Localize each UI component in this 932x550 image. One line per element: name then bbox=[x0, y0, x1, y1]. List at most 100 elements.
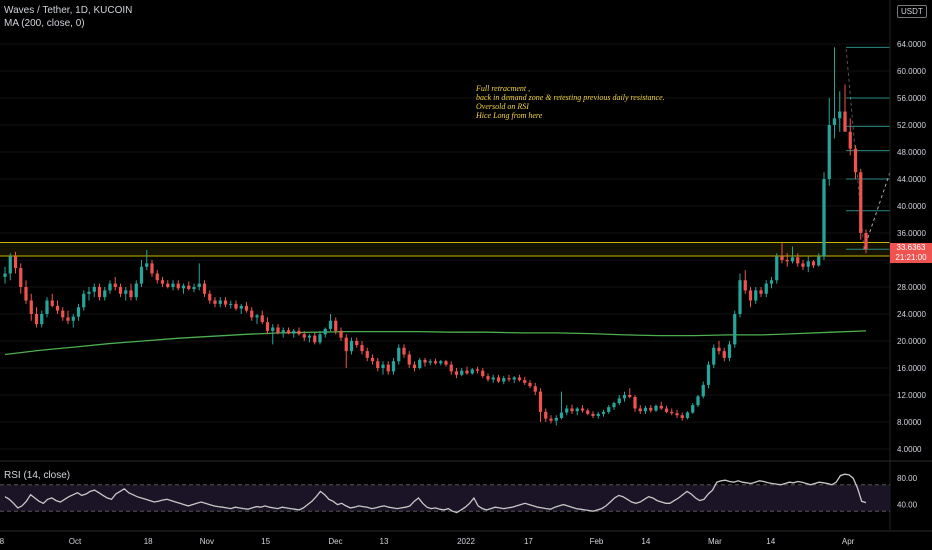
candle-body bbox=[806, 261, 810, 267]
demand-zone bbox=[0, 241, 890, 257]
price-tick-label: 64.0000 bbox=[897, 40, 926, 49]
time-tick-label: Oct bbox=[69, 537, 82, 546]
candle-body bbox=[827, 125, 831, 179]
time-tick-label: 14 bbox=[641, 537, 650, 546]
candle-body bbox=[659, 405, 663, 409]
candle-body bbox=[759, 290, 763, 294]
candle-body bbox=[160, 280, 165, 284]
price-tick-label: 24.0000 bbox=[897, 310, 926, 319]
candle-body bbox=[391, 361, 396, 372]
candle-body bbox=[24, 287, 28, 301]
candle-body bbox=[213, 300, 217, 304]
candle-body bbox=[318, 334, 322, 343]
time-tick-label: 13 bbox=[380, 537, 389, 546]
candle-body bbox=[706, 364, 711, 385]
candle-body bbox=[491, 377, 495, 380]
candle-body bbox=[150, 263, 154, 274]
candle-body bbox=[360, 345, 364, 352]
candle-body bbox=[864, 233, 868, 250]
candle-body bbox=[481, 370, 485, 377]
candle-body bbox=[628, 395, 632, 398]
ma-200-path bbox=[4, 330, 867, 356]
candle-body bbox=[764, 283, 768, 294]
candle-body bbox=[265, 322, 270, 331]
candle-body bbox=[696, 396, 700, 406]
candle-body bbox=[811, 261, 816, 266]
price-tick-label: 28.0000 bbox=[897, 283, 926, 292]
candle-body bbox=[538, 391, 543, 412]
time-tick-label: Feb bbox=[590, 537, 604, 546]
candle-body bbox=[664, 408, 669, 412]
candle-body bbox=[691, 405, 695, 413]
candle-body bbox=[82, 293, 86, 308]
candle-body bbox=[565, 408, 569, 413]
candle-body bbox=[517, 377, 522, 381]
candle-body bbox=[92, 287, 96, 292]
candle-body bbox=[843, 111, 847, 132]
rsi-indicator-label[interactable]: RSI (14, close) bbox=[4, 470, 71, 481]
candle-body bbox=[433, 361, 438, 364]
candle-body bbox=[544, 411, 548, 419]
candle-body bbox=[397, 347, 401, 362]
candle-body bbox=[208, 293, 212, 301]
candle-body bbox=[412, 364, 417, 368]
candle-body bbox=[727, 344, 732, 358]
candle-body bbox=[402, 347, 406, 355]
fib-retracement bbox=[845, 46, 891, 250]
candle-body bbox=[8, 256, 12, 274]
time-axis[interactable]: 8 Oct 18 Nov 15 Dec 13 2022 17 Feb 14 Mar 14 Apr bbox=[0, 530, 932, 546]
candle-body bbox=[124, 290, 128, 294]
candle-body bbox=[302, 334, 306, 338]
candle-body bbox=[475, 369, 480, 371]
candle-body bbox=[292, 330, 296, 334]
candle-body bbox=[607, 407, 611, 412]
time-tick-label: 18 bbox=[144, 537, 153, 546]
candle-body bbox=[129, 290, 133, 298]
candle-body bbox=[234, 303, 238, 309]
candle-body bbox=[496, 377, 501, 382]
annotation-line: back in demand zone & retesting previous… bbox=[476, 93, 665, 102]
candle-body bbox=[502, 378, 506, 382]
rsi-tick-label: 40.00 bbox=[897, 501, 918, 510]
candle-body bbox=[239, 305, 243, 309]
projection-line bbox=[863, 172, 891, 250]
candle-body bbox=[313, 335, 317, 343]
time-tick-label: Nov bbox=[200, 537, 214, 546]
candle-body bbox=[355, 341, 359, 346]
candle-body bbox=[187, 285, 191, 290]
candle-body bbox=[743, 280, 747, 291]
candle-body bbox=[71, 316, 75, 321]
candle-body bbox=[586, 410, 590, 414]
zone-fill bbox=[0, 242, 890, 256]
candle-body bbox=[596, 413, 600, 416]
time-tick-label: 2022 bbox=[457, 537, 475, 546]
candle-body bbox=[575, 408, 579, 412]
candle-body bbox=[559, 412, 564, 418]
candle-body bbox=[45, 300, 49, 314]
currency-unit-badge[interactable]: USDT bbox=[897, 5, 927, 18]
candle-body bbox=[323, 328, 327, 335]
candle-body bbox=[118, 287, 123, 294]
candle-body bbox=[61, 310, 65, 318]
candle-body bbox=[643, 407, 648, 412]
candle-body bbox=[376, 361, 380, 368]
candle-body bbox=[591, 413, 595, 416]
candle-body bbox=[55, 305, 60, 311]
candle-body bbox=[223, 300, 228, 305]
ma-indicator-label[interactable]: MA (200, close, 0) bbox=[4, 18, 85, 29]
candle-body bbox=[465, 370, 469, 374]
candle-body bbox=[701, 384, 705, 397]
price-axis[interactable]: 64.0000 60.0000 56.0000 52.0000 48.0000 44.00… bbox=[889, 0, 926, 530]
candle-body bbox=[680, 415, 684, 418]
candle-body bbox=[486, 376, 490, 380]
candle-body bbox=[554, 417, 558, 421]
candle-body bbox=[601, 411, 606, 414]
candle-body bbox=[286, 330, 291, 334]
candle-body bbox=[796, 257, 800, 264]
time-tick-label: Mar bbox=[708, 537, 722, 546]
candle-body bbox=[460, 370, 464, 375]
candle-body bbox=[281, 330, 285, 333]
candle-body bbox=[470, 369, 474, 374]
price-tick-label: 40.0000 bbox=[897, 202, 926, 211]
